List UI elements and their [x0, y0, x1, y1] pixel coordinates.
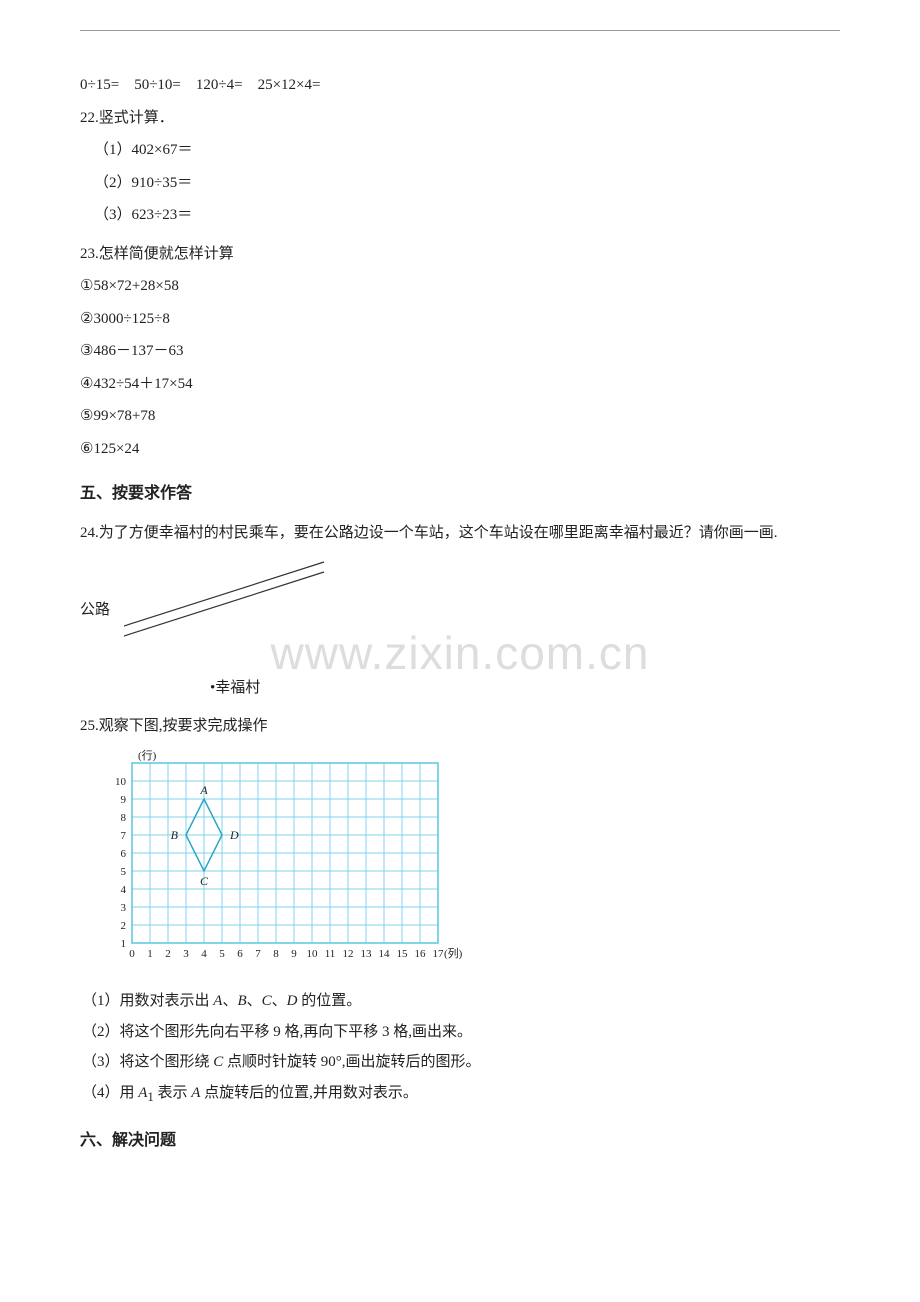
q22-title: 22.竖式计算． [80, 104, 840, 133]
q23-title: 23.怎样简便就怎样计算 [80, 240, 840, 269]
q25-sub-4: （4）用 A1 表示 A 点旋转后的位置,并用数对表示。 [80, 1079, 840, 1110]
svg-text:5: 5 [219, 948, 225, 960]
section5-heading: 五、按要求作答 [80, 479, 840, 509]
svg-text:3: 3 [121, 902, 127, 914]
svg-text:4: 4 [201, 948, 207, 960]
svg-text:10: 10 [115, 776, 127, 788]
grid-figure: 12345678910(行)01234567891011121314151617… [98, 747, 840, 984]
top-rule [80, 30, 840, 31]
svg-text:D: D [229, 828, 239, 842]
svg-text:13: 13 [361, 948, 373, 960]
q23-block: 23.怎样简便就怎样计算 ①58×72+28×58 ②3000÷125÷8 ③4… [80, 240, 840, 464]
q23-item-2: ②3000÷125÷8 [80, 305, 840, 334]
svg-text:8: 8 [273, 948, 279, 960]
svg-text:1: 1 [121, 938, 127, 950]
q22-item-3: （3）623÷23＝ [80, 201, 840, 230]
svg-text:12: 12 [343, 948, 354, 960]
svg-text:C: C [200, 874, 209, 888]
svg-text:6: 6 [121, 848, 127, 860]
svg-text:10: 10 [307, 948, 319, 960]
svg-text:17: 17 [433, 948, 445, 960]
svg-text:5: 5 [121, 866, 127, 878]
svg-text:9: 9 [291, 948, 297, 960]
q23-item-6: ⑥125×24 [80, 435, 840, 464]
svg-text:14: 14 [379, 948, 391, 960]
q22-block: 22.竖式计算． （1）402×67＝ （2）910÷35＝ （3）623÷23… [80, 104, 840, 230]
q23-item-4: ④432÷54＋17×54 [80, 370, 840, 399]
q25-title: 25.观察下图,按要求完成操作 [80, 712, 840, 741]
section6-heading: 六、解决问题 [80, 1126, 840, 1156]
q23-item-3: ③486－137－63 [80, 337, 840, 366]
grid-svg: 12345678910(行)01234567891011121314151617… [98, 747, 488, 973]
svg-text:(列): (列) [444, 946, 463, 960]
svg-text:9: 9 [121, 794, 127, 806]
svg-text:B: B [171, 828, 179, 842]
q25-sub-2: （2）将这个图形先向右平移 9 格,再向下平移 3 格,画出来。 [80, 1018, 840, 1047]
q24-text: 24.为了方便幸福村的村民乘车，要在公路边设一个车站，这个车站设在哪里距离幸福村… [80, 519, 840, 548]
svg-text:11: 11 [325, 948, 336, 960]
road-lines-svg [124, 552, 334, 642]
svg-text:2: 2 [121, 920, 127, 932]
village-label: •幸福村 [80, 674, 840, 703]
svg-text:4: 4 [121, 884, 127, 896]
q23-item-1: ①58×72+28×58 [80, 272, 840, 301]
svg-text:15: 15 [397, 948, 409, 960]
road-diagram: 公路 [80, 552, 840, 672]
svg-text:7: 7 [121, 830, 127, 842]
q22-item-1: （1）402×67＝ [80, 136, 840, 165]
svg-text:(行): (行) [138, 749, 157, 762]
svg-text:7: 7 [255, 948, 261, 960]
svg-text:8: 8 [121, 812, 127, 824]
q25-sub-1: （1）用数对表示出 A、B、C、D 的位置。 [80, 987, 840, 1016]
svg-text:1: 1 [147, 948, 153, 960]
q21-arithmetic: 0÷15= 50÷10= 120÷4= 25×12×4= [80, 71, 840, 100]
svg-text:A: A [199, 783, 208, 797]
q25-sub-3: （3）将这个图形绕 C 点顺时针旋转 90°,画出旋转后的图形。 [80, 1048, 840, 1077]
svg-text:16: 16 [415, 948, 427, 960]
q22-item-2: （2）910÷35＝ [80, 169, 840, 198]
svg-text:3: 3 [183, 948, 189, 960]
svg-text:6: 6 [237, 948, 243, 960]
q23-item-5: ⑤99×78+78 [80, 402, 840, 431]
road-label: 公路 [80, 596, 110, 625]
svg-text:0: 0 [129, 948, 135, 960]
svg-text:2: 2 [165, 948, 171, 960]
